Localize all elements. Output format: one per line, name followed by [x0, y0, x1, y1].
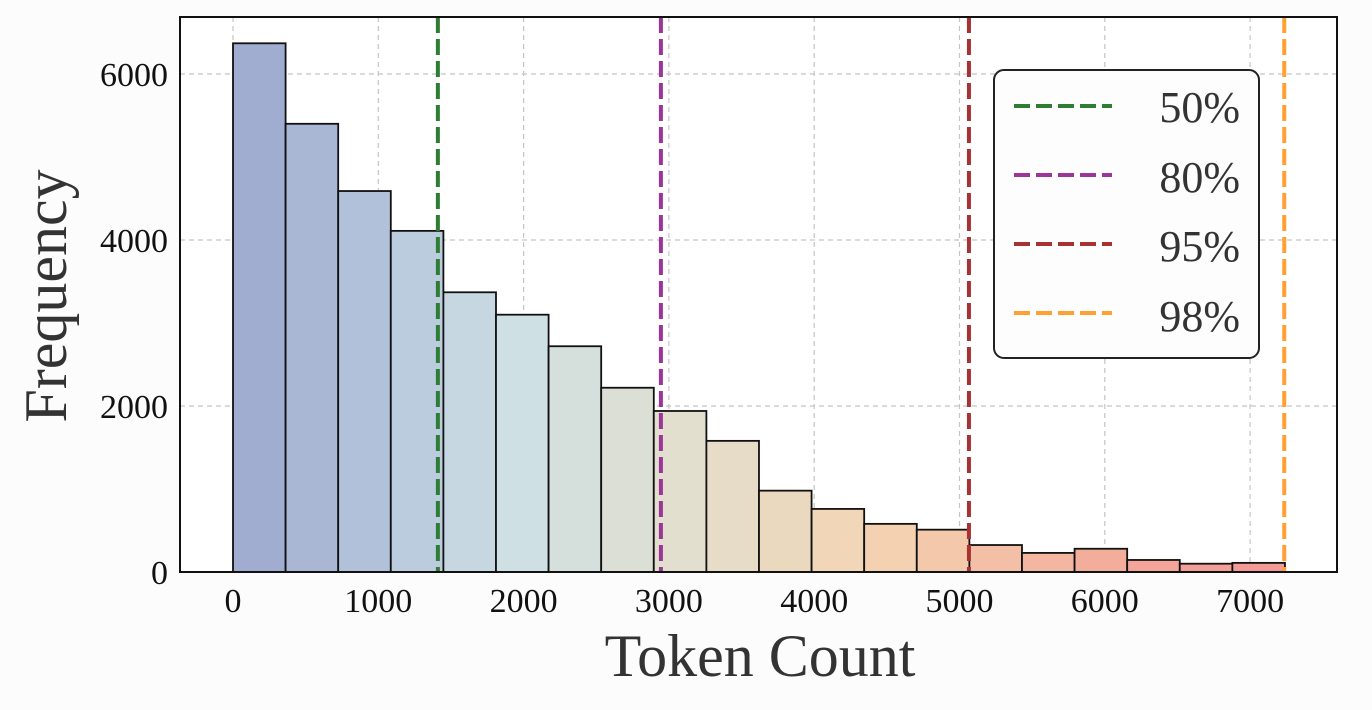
- histogram-bar: [968, 544, 1023, 573]
- y-tick-label: 6000: [100, 57, 168, 94]
- legend-label-95: 95%: [1159, 222, 1240, 271]
- histogram-bar: [915, 528, 971, 573]
- histogram-bar: [389, 229, 445, 573]
- x-axis-title: Token Count: [605, 623, 916, 689]
- histogram-bar: [758, 489, 813, 573]
- histogram-bar: [337, 190, 392, 573]
- y-axis-ticks: 0 2000 4000 6000: [100, 57, 168, 592]
- legend-label-50: 50%: [1159, 83, 1240, 132]
- x-tick-label: 1000: [344, 583, 412, 620]
- x-tick-label: 5000: [926, 583, 994, 620]
- legend-box: [993, 69, 1260, 359]
- legend-item-98: 98%: [1014, 292, 1240, 341]
- legend-item-80: 80%: [1014, 153, 1240, 202]
- histogram-bar: [705, 439, 760, 573]
- legend-item-95: 95%: [1014, 222, 1240, 271]
- x-tick-label: 4000: [780, 583, 848, 620]
- y-tick-label: 0: [151, 555, 168, 592]
- histogram-bars: [232, 42, 1286, 573]
- histogram-bar: [1231, 561, 1286, 573]
- percentile-lines: [435, 17, 1287, 572]
- x-axis-ticks: 0 1000 2000 3000 4000 5000 6000 7000: [225, 583, 1285, 620]
- x-tick-label: 6000: [1071, 583, 1139, 620]
- histogram-bar: [1178, 562, 1234, 573]
- plot-frame: [179, 16, 1338, 573]
- x-tick-label: 0: [225, 583, 242, 620]
- histogram-bar: [1126, 559, 1181, 573]
- x-tick-label: 7000: [1216, 583, 1284, 620]
- histogram-bar: [863, 522, 918, 573]
- y-axis-title: Frequency: [13, 169, 79, 422]
- histogram-bar: [1073, 547, 1129, 573]
- histogram-bar: [1021, 552, 1076, 573]
- histogram-bar: [810, 508, 866, 573]
- histogram-bar: [495, 313, 550, 573]
- legend-label-80: 80%: [1159, 153, 1240, 202]
- histogram-bar: [232, 42, 287, 573]
- histogram-bar: [600, 386, 655, 573]
- legend-item-50: 50%: [1014, 83, 1240, 132]
- x-tick-label: 2000: [490, 583, 558, 620]
- y-tick-label: 2000: [100, 389, 168, 426]
- legend: 50% 80% 95% 98%: [993, 69, 1260, 359]
- histogram-bar: [442, 291, 497, 573]
- histogram-bar: [284, 122, 340, 573]
- y-tick-label: 4000: [100, 223, 168, 260]
- legend-label-98: 98%: [1159, 292, 1240, 341]
- x-tick-label: 3000: [635, 583, 703, 620]
- histogram-bar: [547, 345, 603, 573]
